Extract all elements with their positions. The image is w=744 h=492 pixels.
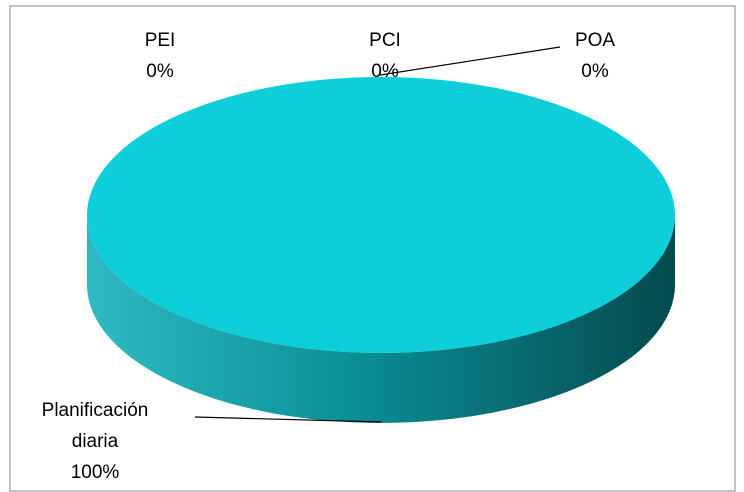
pie-side: [87, 215, 675, 423]
pie: [87, 77, 675, 423]
value-label: 0%: [146, 61, 174, 82]
chart-frame: [9, 5, 736, 492]
data-label: POA 0%: [545, 25, 645, 87]
leader-line: [379, 46, 561, 76]
pie-slice: [87, 77, 675, 353]
data-label: PCI 0%: [335, 25, 435, 87]
leader-line: [194, 416, 382, 423]
value-label: 0%: [371, 61, 399, 82]
value-label: 0%: [581, 61, 609, 82]
category-label: PEI: [144, 30, 176, 51]
value-label: 100%: [70, 462, 120, 483]
data-label: Planificación diaria 100%: [40, 395, 150, 488]
category-label: Planificación diaria: [41, 400, 149, 452]
category-label: PCI: [369, 30, 401, 51]
data-label: PEI 0%: [110, 25, 210, 87]
category-label: POA: [574, 30, 616, 51]
